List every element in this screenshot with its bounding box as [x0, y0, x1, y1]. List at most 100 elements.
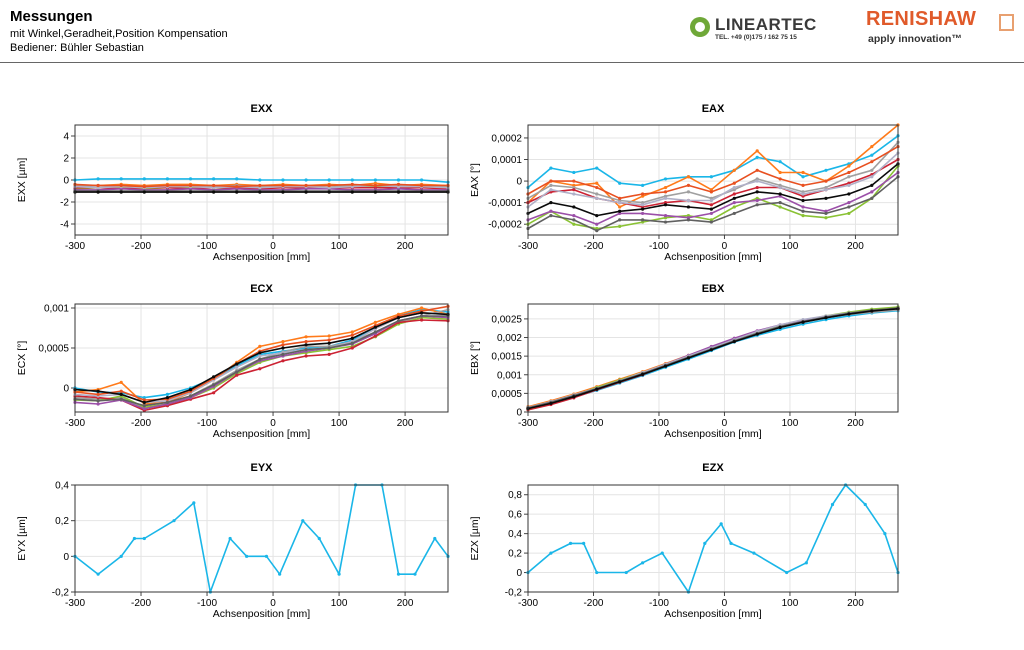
data-point	[549, 401, 553, 406]
data-point	[663, 196, 668, 200]
data-point	[304, 354, 308, 358]
data-point	[212, 391, 216, 395]
data-point	[595, 222, 599, 226]
data-point	[732, 205, 736, 209]
data-point	[618, 205, 622, 209]
data-point	[373, 330, 377, 334]
data-point	[801, 192, 805, 196]
data-point	[373, 181, 377, 185]
y-axis-label: ECX [°]	[16, 341, 28, 376]
data-point	[549, 551, 553, 555]
data-point	[870, 160, 874, 164]
data-point	[847, 211, 851, 216]
y-tick-label: -0,2	[52, 588, 70, 599]
data-point	[228, 536, 232, 541]
data-point	[870, 175, 874, 179]
data-point	[142, 407, 146, 411]
x-tick-label: -100	[197, 241, 217, 252]
x-tick-label: 200	[397, 418, 414, 429]
plot-area	[528, 304, 898, 412]
data-point	[235, 187, 239, 191]
data-point	[663, 213, 668, 218]
data-point	[801, 213, 805, 218]
series-7	[526, 151, 900, 209]
data-point	[96, 572, 100, 576]
data-point	[595, 213, 599, 218]
data-point	[618, 209, 622, 213]
data-point	[870, 190, 874, 194]
y-axis-label: EXX [µm]	[16, 158, 28, 203]
data-point	[755, 198, 759, 203]
data-point	[641, 207, 645, 211]
data-point	[870, 153, 874, 157]
data-point	[188, 190, 193, 194]
data-point	[281, 352, 285, 356]
chart-ebx: EBX -300 -200 -100 0 100 200 0 0,0005 0,001 0,0015…	[469, 283, 900, 440]
data-point	[258, 183, 262, 188]
x-tick-label: -300	[65, 418, 85, 429]
x-tick-label: 200	[847, 418, 864, 429]
series-5	[73, 318, 450, 412]
data-point	[778, 177, 782, 181]
data-point	[350, 336, 354, 340]
y-tick-label: 0,0025	[491, 314, 522, 325]
x-tick-label: 200	[397, 598, 414, 609]
page-title: Messungen	[10, 8, 93, 25]
data-point	[235, 370, 239, 374]
x-tick-label: -200	[131, 598, 151, 609]
data-point	[419, 190, 424, 194]
data-point	[373, 334, 377, 338]
data-point	[755, 149, 759, 153]
data-point	[595, 166, 599, 170]
data-point	[572, 188, 576, 192]
data-point	[618, 196, 622, 200]
data-point	[396, 178, 401, 182]
x-tick-label: 0	[270, 598, 276, 609]
data-point	[847, 192, 851, 196]
lineartec-logo-icon	[690, 17, 710, 37]
data-point	[801, 170, 805, 175]
data-point	[373, 178, 377, 182]
data-point	[373, 320, 377, 324]
renishaw-logo-icon	[999, 14, 1014, 31]
data-point	[729, 541, 733, 545]
x-tick-label: 200	[847, 241, 864, 252]
data-point	[582, 541, 586, 545]
data-point	[419, 306, 424, 310]
x-tick-label: 0	[270, 241, 276, 252]
data-point	[419, 311, 424, 315]
chart-ecx: ECX -300 -200 -100 0 100 200 0 0,0005 0,001 Achsen…	[16, 283, 450, 440]
data-point	[396, 572, 401, 576]
x-tick-label: 0	[722, 418, 728, 429]
data-point	[327, 346, 331, 350]
data-point	[96, 190, 100, 194]
data-point	[719, 522, 723, 526]
data-point	[778, 170, 782, 175]
data-point	[304, 340, 308, 344]
data-point	[870, 144, 874, 149]
y-tick-label: 2	[63, 154, 69, 165]
data-point	[663, 203, 668, 207]
data-point	[235, 365, 239, 369]
data-point	[801, 209, 805, 213]
data-point	[172, 519, 176, 523]
data-point	[188, 183, 193, 188]
data-point	[847, 183, 851, 187]
data-point	[595, 387, 599, 391]
data-point	[281, 343, 285, 347]
data-point	[337, 572, 341, 576]
data-point	[258, 344, 262, 348]
chart-title: EZX	[702, 462, 724, 474]
data-point	[258, 357, 262, 361]
data-point	[212, 186, 216, 190]
data-point	[119, 389, 123, 393]
data-point	[373, 190, 377, 194]
data-point	[824, 179, 828, 183]
data-point	[327, 186, 331, 190]
data-point	[624, 570, 628, 575]
data-point	[281, 359, 285, 363]
series-line	[527, 484, 899, 593]
data-point	[396, 187, 401, 191]
data-point	[824, 196, 828, 200]
